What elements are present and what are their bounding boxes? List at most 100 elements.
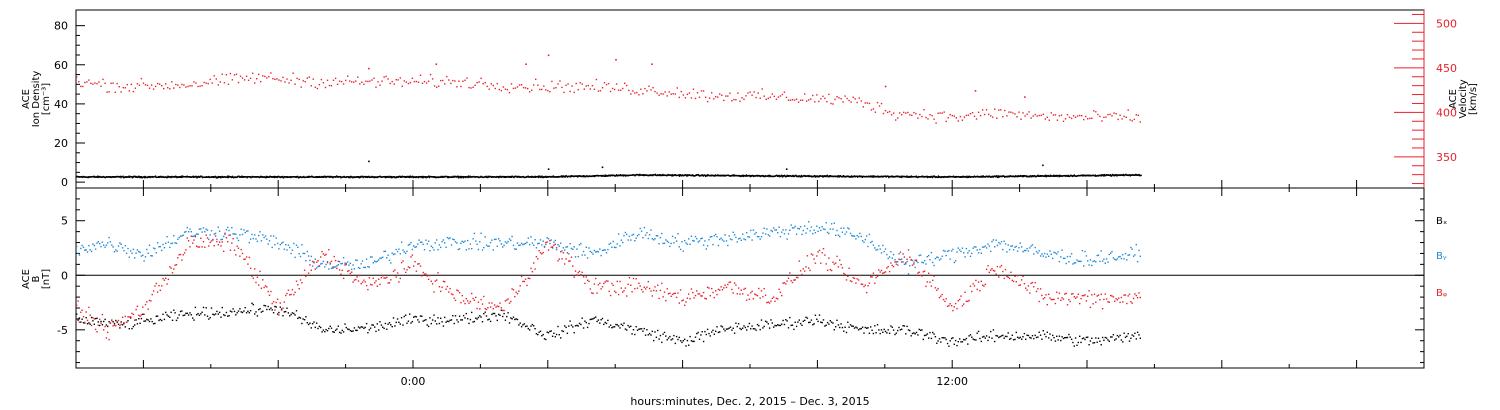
bz-series-point	[445, 288, 447, 290]
bx-series-point	[553, 332, 555, 334]
by-series-point	[206, 229, 209, 231]
bz-series-point	[677, 292, 679, 294]
bx-series-point	[882, 331, 884, 333]
density-series-point	[870, 175, 872, 177]
density-series-point	[1081, 174, 1083, 176]
by-series-point	[264, 235, 267, 237]
by-series-point	[243, 229, 245, 231]
by-series-point	[921, 261, 923, 264]
bx-series-point	[899, 329, 902, 331]
by-series-point	[347, 261, 349, 263]
bx-series-point	[309, 322, 311, 324]
bz-series-point	[193, 239, 195, 241]
bz-series-point	[956, 307, 958, 310]
bz-series-point	[810, 253, 813, 255]
bz-series-point	[298, 288, 300, 290]
bx-series-point	[387, 323, 389, 325]
bz-series-point	[340, 273, 342, 275]
by-series-point	[516, 242, 519, 244]
bx-series-point	[623, 322, 625, 324]
by-series-point	[564, 249, 566, 251]
bx-series-point	[595, 316, 597, 318]
density-series-point	[175, 175, 178, 178]
velocity-series-point	[1018, 111, 1020, 113]
by-series-point	[143, 260, 145, 262]
bz-series-point	[1056, 291, 1058, 293]
bx-series-point	[504, 319, 507, 321]
by-series-point	[549, 242, 551, 245]
by-series-point	[475, 240, 477, 242]
by-series-point	[991, 240, 993, 243]
bz-series-point	[406, 269, 408, 271]
by-series-point	[193, 235, 195, 237]
by-series-point	[596, 250, 598, 253]
density-series-point	[358, 176, 360, 178]
velocity-series-point	[727, 95, 729, 97]
bz-series-point	[316, 261, 318, 263]
velocity-series-point	[615, 83, 618, 85]
bx-series-point	[530, 325, 532, 327]
by-series-point	[903, 263, 906, 265]
bx-series-point	[711, 331, 713, 333]
density-series-point	[180, 176, 182, 179]
velocity-series-point	[733, 98, 735, 101]
bx-series-point	[677, 338, 679, 341]
bx-series-point	[942, 337, 945, 339]
bx-series-point	[995, 334, 997, 337]
by-series-point	[200, 228, 202, 230]
by-series-point	[136, 249, 139, 251]
bz-series-point	[465, 298, 467, 300]
by-series-point	[301, 244, 303, 246]
density-series-point	[139, 176, 142, 178]
bz-series-point	[473, 299, 476, 301]
bx-series-point	[944, 337, 946, 339]
density-series-point	[768, 175, 770, 178]
by-series-point	[613, 246, 616, 249]
by-series-point	[368, 266, 370, 268]
bx-series-point	[214, 313, 217, 315]
bx-series-point	[421, 315, 423, 317]
velocity-series-point	[725, 95, 727, 97]
bz-series-point	[875, 276, 877, 279]
by-series-point	[701, 237, 703, 239]
velocity-series-point	[583, 88, 585, 90]
bx-series-point	[86, 323, 89, 325]
bx-series-point	[1045, 335, 1047, 338]
x-axis-title: hours:minutes, Dec. 2, 2015 – Dec. 3, 20…	[630, 395, 869, 408]
by-series-point	[378, 259, 380, 261]
bz-series-point	[658, 297, 660, 300]
by-series-point	[932, 261, 934, 264]
bz-series-point	[802, 268, 804, 270]
by-series-point	[729, 238, 732, 240]
bz-series-point	[421, 275, 423, 277]
by-series-point	[555, 249, 558, 251]
velocity-series-point	[1133, 118, 1135, 121]
density-series-point	[906, 175, 908, 177]
velocity-series-point	[848, 99, 850, 102]
bz-series-point	[500, 307, 503, 309]
bz-series-point	[560, 251, 562, 253]
bx-series-point	[870, 326, 872, 328]
by-series-point	[1077, 260, 1079, 262]
by-series-point	[702, 244, 705, 246]
by-series-point	[93, 244, 95, 247]
by-series-point	[541, 244, 543, 246]
bx-series-point	[112, 321, 114, 323]
bz-series-point	[801, 273, 803, 276]
velocity-series-point	[771, 93, 773, 95]
bz-series-point	[673, 292, 675, 295]
by-series-point	[210, 230, 213, 232]
velocity-series-point	[225, 74, 228, 76]
bz-series-point	[746, 299, 748, 301]
velocity-series-point	[1127, 109, 1129, 111]
velocity-series-point	[1107, 113, 1109, 116]
bx-series-point	[631, 333, 633, 335]
by-series-point	[1006, 251, 1008, 253]
density-series-point	[335, 176, 337, 178]
bx-series-point	[937, 340, 939, 342]
bz-series-point	[654, 286, 656, 288]
bz-series-point	[437, 272, 439, 274]
velocity-series-point	[812, 94, 814, 97]
bx-series-point	[306, 322, 308, 324]
bx-series-point	[151, 320, 153, 323]
